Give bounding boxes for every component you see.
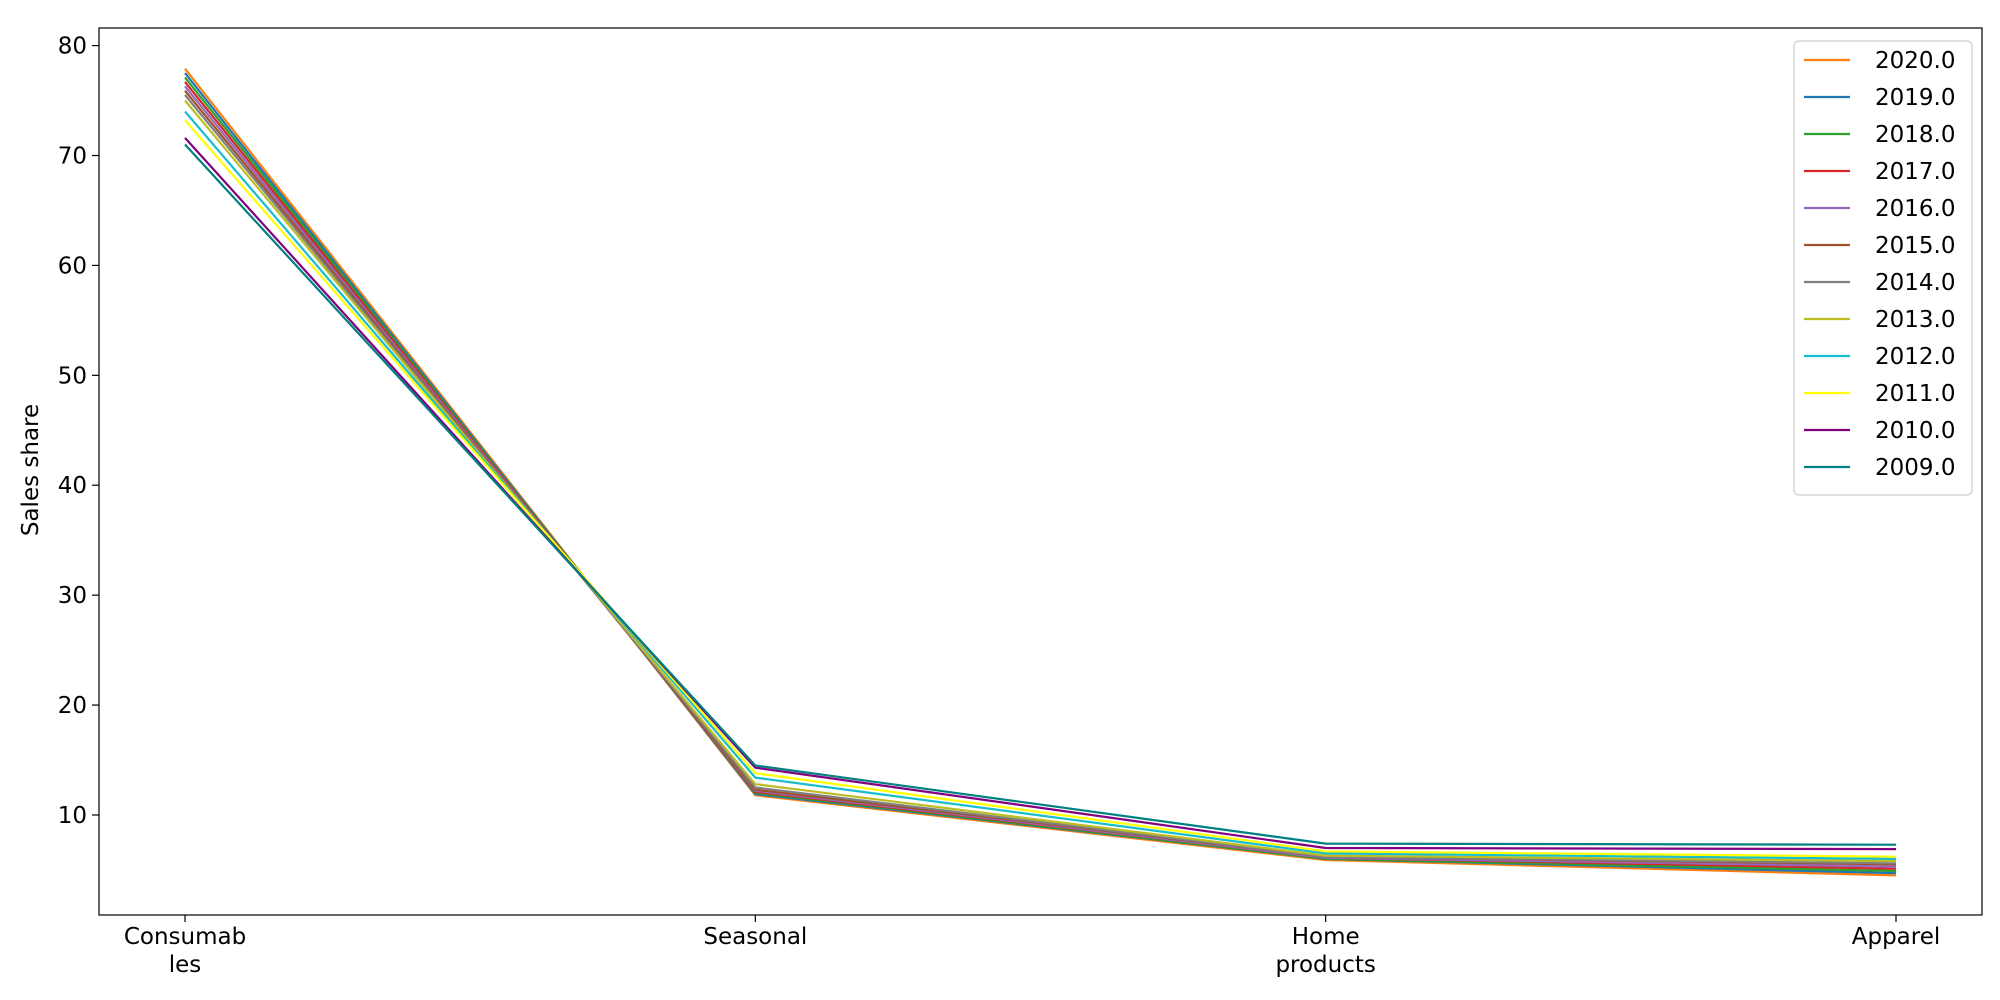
legend-label: 2013.0 bbox=[1875, 307, 1955, 333]
series-line-2013.0 bbox=[184, 99, 1897, 863]
x-tick-label: les bbox=[169, 952, 202, 978]
y-tick-label: 80 bbox=[58, 34, 87, 60]
legend-label: 2014.0 bbox=[1875, 270, 1955, 296]
y-axis-label: Sales share bbox=[18, 404, 44, 536]
legend-label: 2010.0 bbox=[1875, 418, 1955, 444]
plot-frame bbox=[98, 27, 1983, 916]
legend: 2020.0 2019.0 2018.0 2017.0 2016.0 2015.0 2014… bbox=[1793, 40, 1973, 496]
series-line-2017.0 bbox=[184, 81, 1897, 870]
series-line-2014.0 bbox=[184, 94, 1897, 865]
x-tick-label: Home bbox=[1292, 924, 1360, 950]
x-tick-label: Consumab bbox=[124, 924, 246, 950]
legend-label: 2017.0 bbox=[1875, 159, 1955, 185]
series-line-2009.0 bbox=[184, 143, 1897, 846]
legend-frame bbox=[1793, 40, 1973, 496]
legend-label: 2020.0 bbox=[1875, 48, 1955, 74]
y-tick-label: 70 bbox=[58, 143, 87, 169]
legend-label: 2015.0 bbox=[1875, 233, 1955, 259]
y-tick-label: 60 bbox=[58, 253, 87, 279]
series-line-2015.0 bbox=[184, 90, 1897, 866]
legend-label: 2016.0 bbox=[1875, 196, 1955, 222]
y-tick-label: 20 bbox=[58, 693, 87, 719]
series-line-2018.0 bbox=[184, 76, 1897, 873]
y-tick-label: 10 bbox=[58, 803, 87, 829]
series-line-2019.0 bbox=[184, 72, 1897, 875]
x-tick-label: products bbox=[1275, 952, 1375, 978]
legend-label: 2019.0 bbox=[1875, 85, 1955, 111]
legend-label: 2012.0 bbox=[1875, 344, 1955, 370]
legend-label: 2009.0 bbox=[1875, 455, 1955, 481]
y-tick-label: 40 bbox=[58, 473, 87, 499]
y-tick-label: 50 bbox=[58, 363, 87, 389]
x-tick-label: Seasonal bbox=[703, 924, 807, 950]
series-line-2010.0 bbox=[184, 137, 1897, 851]
series-line-2012.0 bbox=[184, 110, 1897, 860]
series-line-2016.0 bbox=[184, 85, 1897, 868]
y-tick-label: 30 bbox=[58, 583, 87, 609]
series-line-2020.0 bbox=[184, 68, 1897, 877]
series-line-2011.0 bbox=[184, 119, 1897, 858]
x-tick-label: Apparel bbox=[1852, 924, 1941, 950]
legend-label: 2011.0 bbox=[1875, 381, 1955, 407]
legend-label: 2018.0 bbox=[1875, 122, 1955, 148]
